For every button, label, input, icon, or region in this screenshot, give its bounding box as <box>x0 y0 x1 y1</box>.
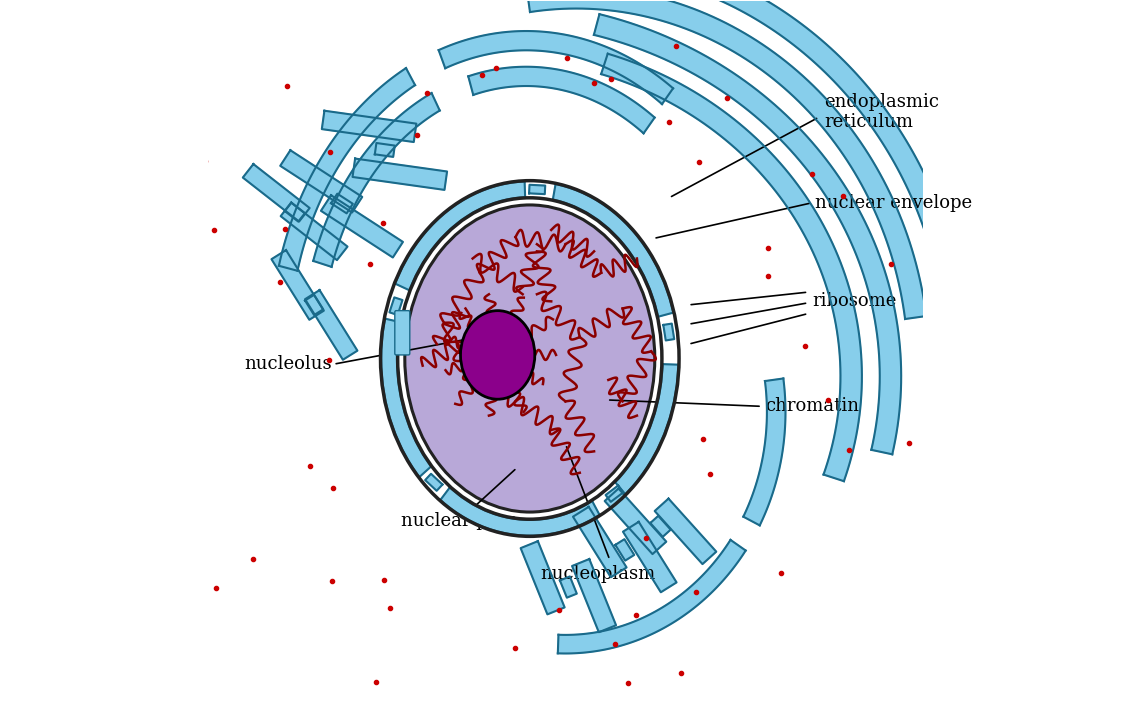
Polygon shape <box>529 185 545 194</box>
Text: nuclear pore: nuclear pore <box>402 513 518 531</box>
Polygon shape <box>243 164 310 222</box>
Text: nucleoplasm: nucleoplasm <box>539 565 655 583</box>
Text: chromatin: chromatin <box>766 397 860 415</box>
Polygon shape <box>654 0 965 313</box>
Polygon shape <box>663 323 674 341</box>
Text: ribosome: ribosome <box>812 293 896 310</box>
Polygon shape <box>650 516 671 537</box>
Polygon shape <box>560 576 577 598</box>
Polygon shape <box>280 151 362 212</box>
Polygon shape <box>527 0 926 319</box>
Text: endoplasmic
reticulum: endoplasmic reticulum <box>824 92 939 131</box>
Polygon shape <box>572 559 616 632</box>
Polygon shape <box>440 488 599 536</box>
Polygon shape <box>615 539 634 561</box>
Polygon shape <box>389 298 403 315</box>
Polygon shape <box>353 158 447 190</box>
Polygon shape <box>280 203 347 260</box>
Text: nucleolus: nucleolus <box>244 355 331 374</box>
Polygon shape <box>331 194 353 214</box>
Polygon shape <box>605 488 666 554</box>
Polygon shape <box>322 110 416 142</box>
Polygon shape <box>573 507 627 577</box>
Polygon shape <box>623 522 676 592</box>
Polygon shape <box>279 68 415 271</box>
Ellipse shape <box>405 205 655 512</box>
Polygon shape <box>305 295 323 315</box>
Polygon shape <box>601 54 862 481</box>
Polygon shape <box>468 67 655 133</box>
Polygon shape <box>321 195 403 257</box>
Text: nuclear envelope: nuclear envelope <box>815 194 973 212</box>
Polygon shape <box>381 318 431 477</box>
Polygon shape <box>271 250 323 320</box>
Polygon shape <box>743 379 785 526</box>
Ellipse shape <box>460 310 535 399</box>
Polygon shape <box>305 290 357 360</box>
Polygon shape <box>395 181 525 290</box>
Polygon shape <box>425 474 442 491</box>
Polygon shape <box>313 93 440 267</box>
Polygon shape <box>439 31 673 104</box>
Polygon shape <box>374 143 395 157</box>
Polygon shape <box>615 364 679 494</box>
Polygon shape <box>285 203 305 222</box>
FancyBboxPatch shape <box>395 310 409 355</box>
Polygon shape <box>605 485 623 502</box>
Polygon shape <box>558 540 745 653</box>
Polygon shape <box>553 184 673 317</box>
Polygon shape <box>520 541 564 614</box>
Polygon shape <box>594 14 901 455</box>
Polygon shape <box>655 498 716 564</box>
